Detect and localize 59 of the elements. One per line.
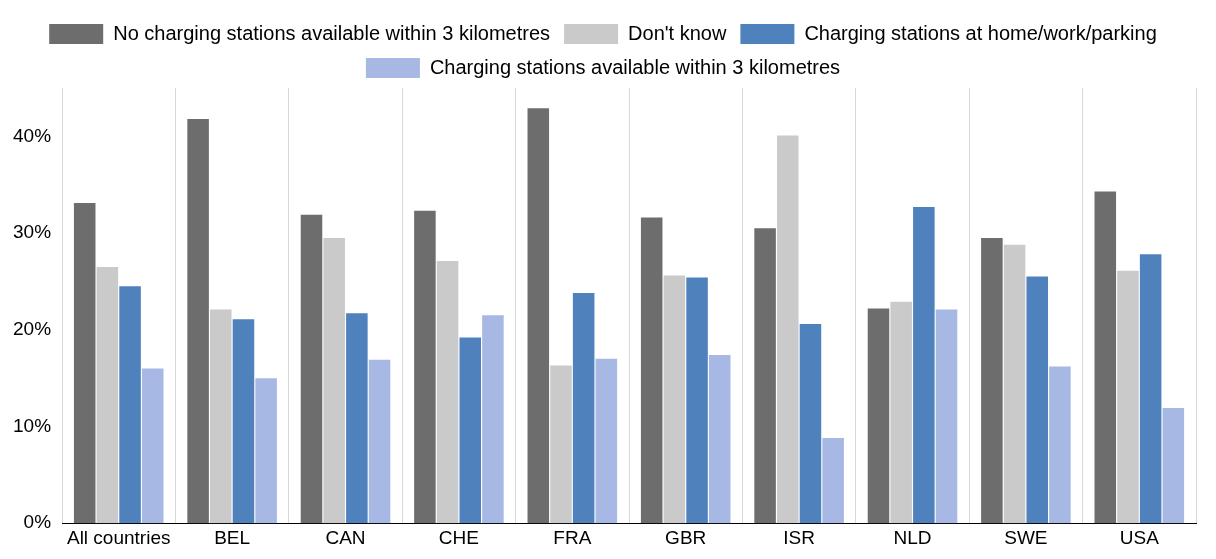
y-tick-label: 0% <box>23 511 52 533</box>
y-tick-label: 30% <box>13 221 52 243</box>
bar <box>686 277 708 524</box>
bar <box>414 210 436 524</box>
x-tick-label: GBR <box>665 526 707 548</box>
bar <box>595 358 618 524</box>
bar <box>323 237 345 524</box>
bar <box>1049 366 1071 524</box>
bar <box>663 275 686 524</box>
bar <box>436 261 459 524</box>
bar <box>640 217 663 524</box>
x-tick-label: SWE <box>1004 526 1048 548</box>
legend-label: Charging stations available within 3 kilometres <box>429 55 841 78</box>
bar <box>210 309 232 524</box>
bar <box>981 237 1003 524</box>
bar <box>708 354 731 524</box>
bar <box>754 228 776 524</box>
y-tick-label: 10% <box>13 414 52 436</box>
bar <box>1026 276 1049 524</box>
x-tick-label: CAN <box>325 526 366 548</box>
x-tick-label: NLD <box>893 526 932 548</box>
x-tick-label: FRA <box>553 526 592 548</box>
bar <box>527 108 550 524</box>
bar <box>1094 191 1117 524</box>
x-tick-label: BEL <box>214 526 251 548</box>
bar <box>777 135 799 524</box>
bar <box>346 313 368 524</box>
bar <box>73 203 96 524</box>
x-tick-label: All countries <box>66 526 171 548</box>
legend-label: No charging stations available within 3 kilometres <box>113 21 551 44</box>
x-tick-label: USA <box>1119 526 1160 548</box>
bar <box>141 368 164 524</box>
bar <box>890 301 912 524</box>
bar <box>119 286 141 524</box>
bar <box>550 365 572 524</box>
bar <box>1162 408 1185 524</box>
bar <box>799 323 822 524</box>
bar <box>459 337 482 524</box>
x-tick-label: ISR <box>783 526 815 548</box>
bar <box>96 266 119 524</box>
bar <box>300 214 323 524</box>
bar <box>822 438 844 524</box>
bar <box>913 206 935 524</box>
x-tick-label: CHE <box>438 526 479 548</box>
bar <box>1139 254 1162 524</box>
bar <box>935 309 958 524</box>
y-tick-label: 40% <box>13 124 52 146</box>
bar <box>867 308 890 524</box>
bar <box>572 293 595 524</box>
bar <box>482 315 504 524</box>
y-tick-label: 20% <box>13 318 52 340</box>
bar <box>255 378 277 524</box>
bar <box>1117 270 1139 524</box>
bar <box>187 118 209 524</box>
bar <box>368 359 391 524</box>
legend-label: Charging stations at home/work/parking <box>804 21 1157 44</box>
bar <box>1003 244 1026 524</box>
legend-label: Don't know <box>628 21 727 44</box>
bar <box>232 319 255 524</box>
